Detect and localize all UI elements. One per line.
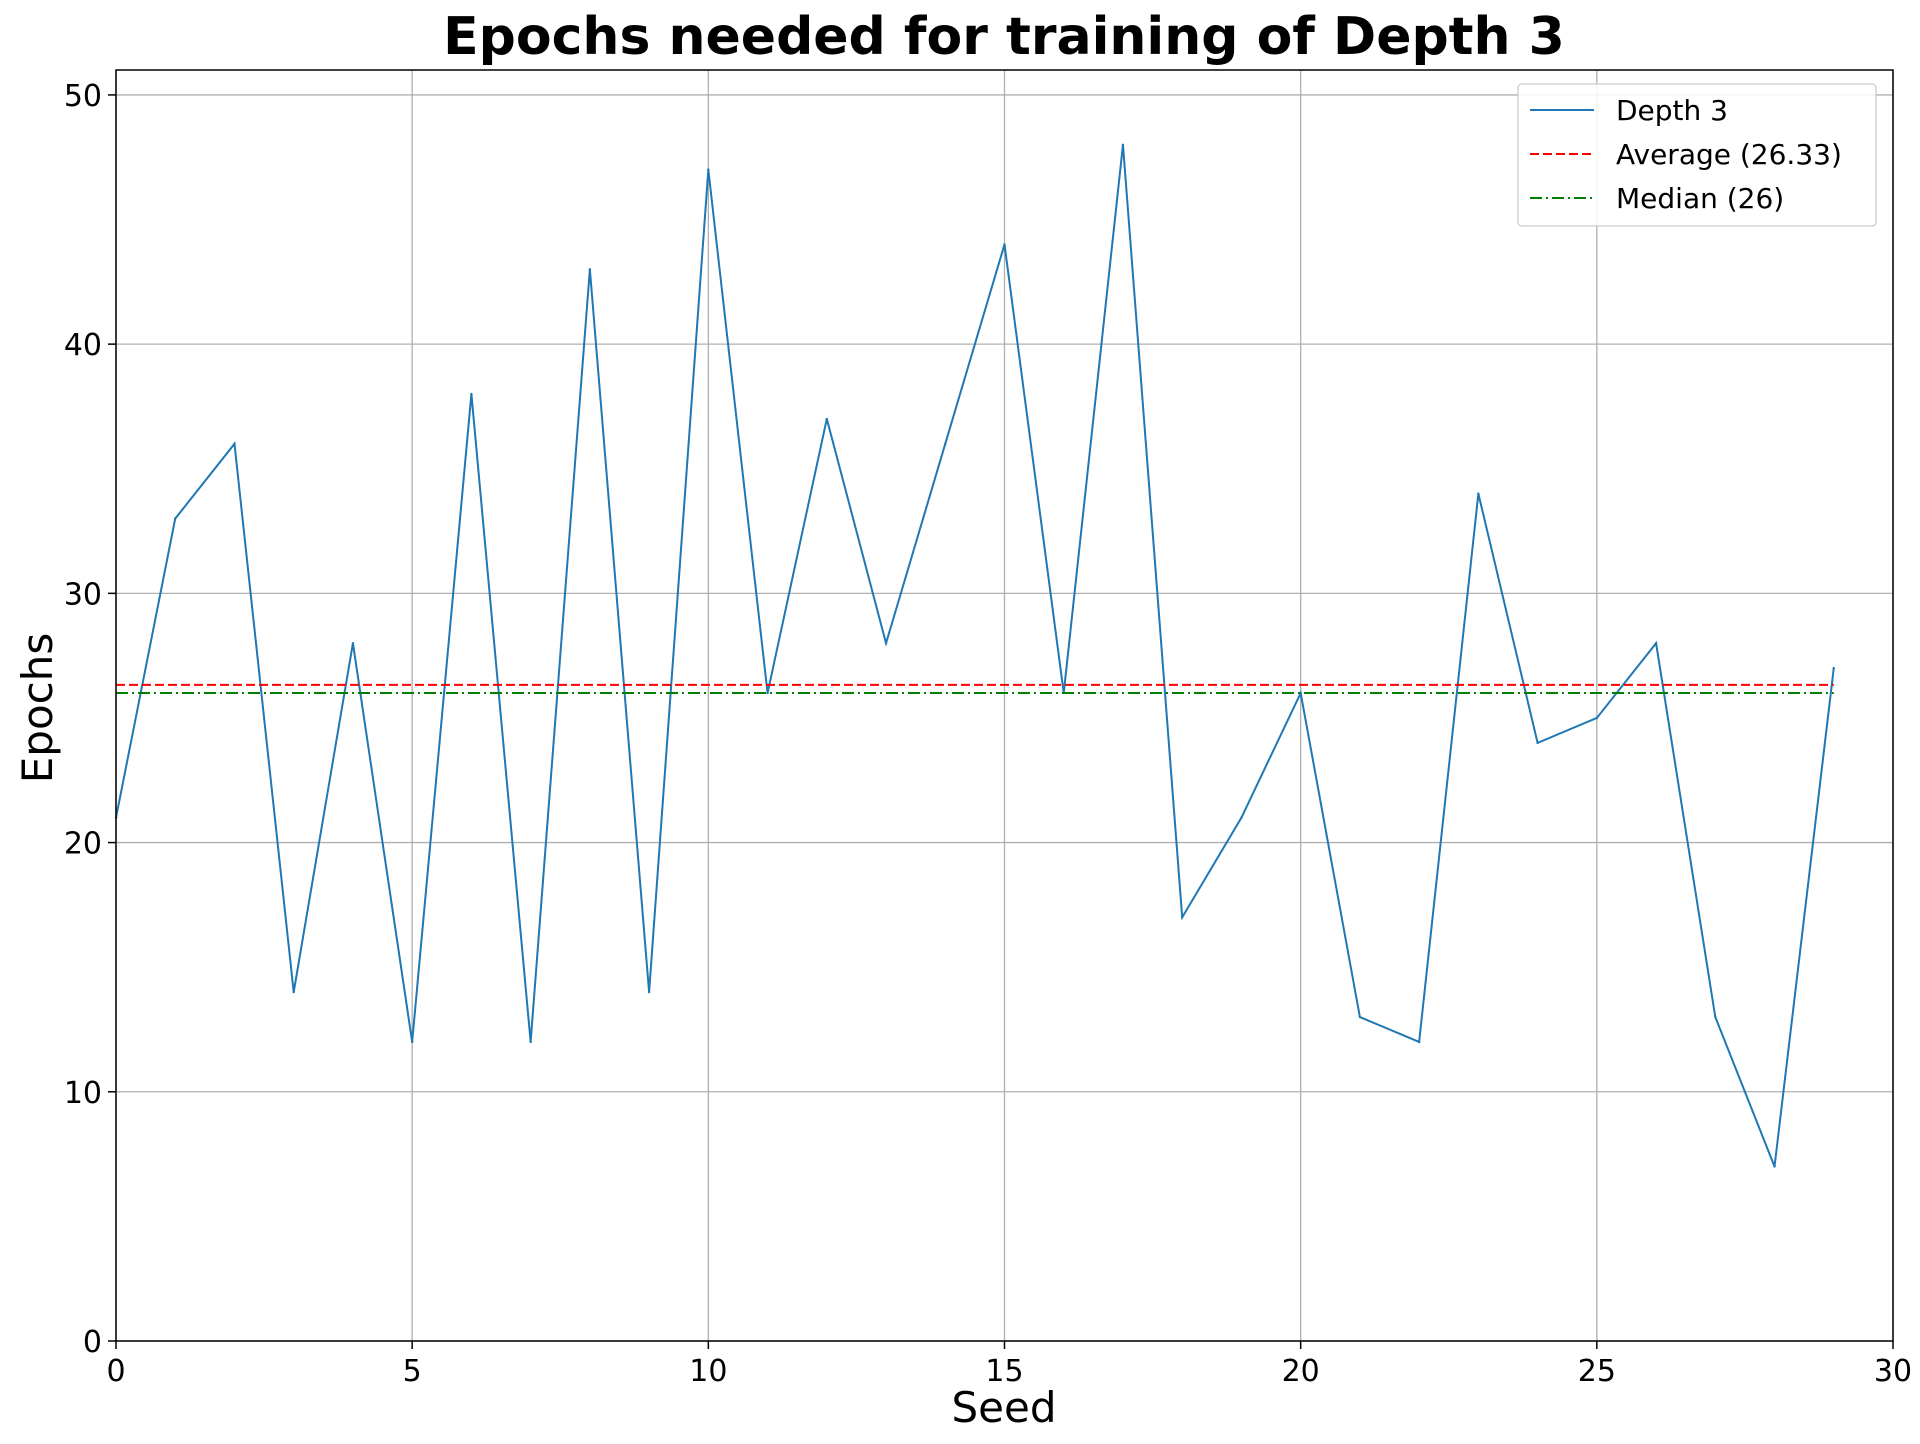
legend: Depth 3 Average (26.33) Median (26) [1517, 83, 1877, 227]
x-axis-label: Seed [952, 1383, 1057, 1432]
x-tick-label: 5 [403, 1354, 422, 1389]
legend-box [1517, 83, 1877, 227]
chart-title: Epochs needed for training of Depth 3 [443, 7, 1565, 67]
data-point [410, 1040, 414, 1044]
data-point [707, 168, 710, 171]
y-axis-label: Epochs [13, 633, 62, 784]
data-point [1477, 492, 1480, 495]
data-point [470, 392, 473, 396]
x-tick-label: 10 [689, 1354, 727, 1389]
legend-entry-label: Median (26) [1616, 182, 1784, 215]
y-tick-label: 50 [64, 79, 102, 114]
data-point [1832, 666, 1835, 670]
data-point [1121, 143, 1125, 146]
data-point [1358, 1015, 1362, 1019]
data-point [1240, 816, 1243, 819]
y-tick-label: 10 [64, 1076, 102, 1111]
x-tick-label: 25 [1578, 1354, 1616, 1389]
data-point [1595, 716, 1599, 720]
y-tick-label: 0 [83, 1325, 102, 1360]
data-point [1417, 1040, 1421, 1044]
data-point [1299, 691, 1302, 695]
data-point [351, 641, 355, 645]
data-point [588, 268, 592, 271]
data-point [1714, 1015, 1717, 1019]
data-point [233, 442, 236, 446]
y-tick-label: 40 [64, 328, 102, 363]
data-point [529, 1040, 532, 1044]
data-point [1003, 243, 1006, 246]
data-point [1654, 641, 1658, 645]
data-point [174, 517, 177, 520]
data-point [647, 990, 651, 994]
series-line-depth-3 [115, 144, 1835, 1167]
legend-entry-label: Average (26.33) [1616, 138, 1842, 171]
x-tick-label: 15 [985, 1354, 1023, 1389]
data-point [884, 641, 888, 645]
x-tick-label: 30 [1874, 1354, 1912, 1389]
data-point [766, 691, 769, 695]
x-tick-label: 20 [1282, 1354, 1320, 1389]
y-tick-label: 30 [64, 577, 102, 612]
data-point [944, 442, 947, 446]
data-point [1536, 741, 1539, 745]
y-tick-label: 20 [64, 827, 102, 862]
data-point [1773, 1165, 1776, 1168]
axis-ticks: 0 5 10 15 20 25 30 0 10 20 30 40 50 [64, 79, 1912, 1389]
x-tick-label: 0 [106, 1354, 125, 1389]
data-point [1181, 916, 1184, 919]
legend-entry-label: Depth 3 [1616, 94, 1728, 127]
data-point [292, 990, 295, 994]
series-layer [114, 143, 1835, 1168]
data-point [825, 417, 828, 421]
